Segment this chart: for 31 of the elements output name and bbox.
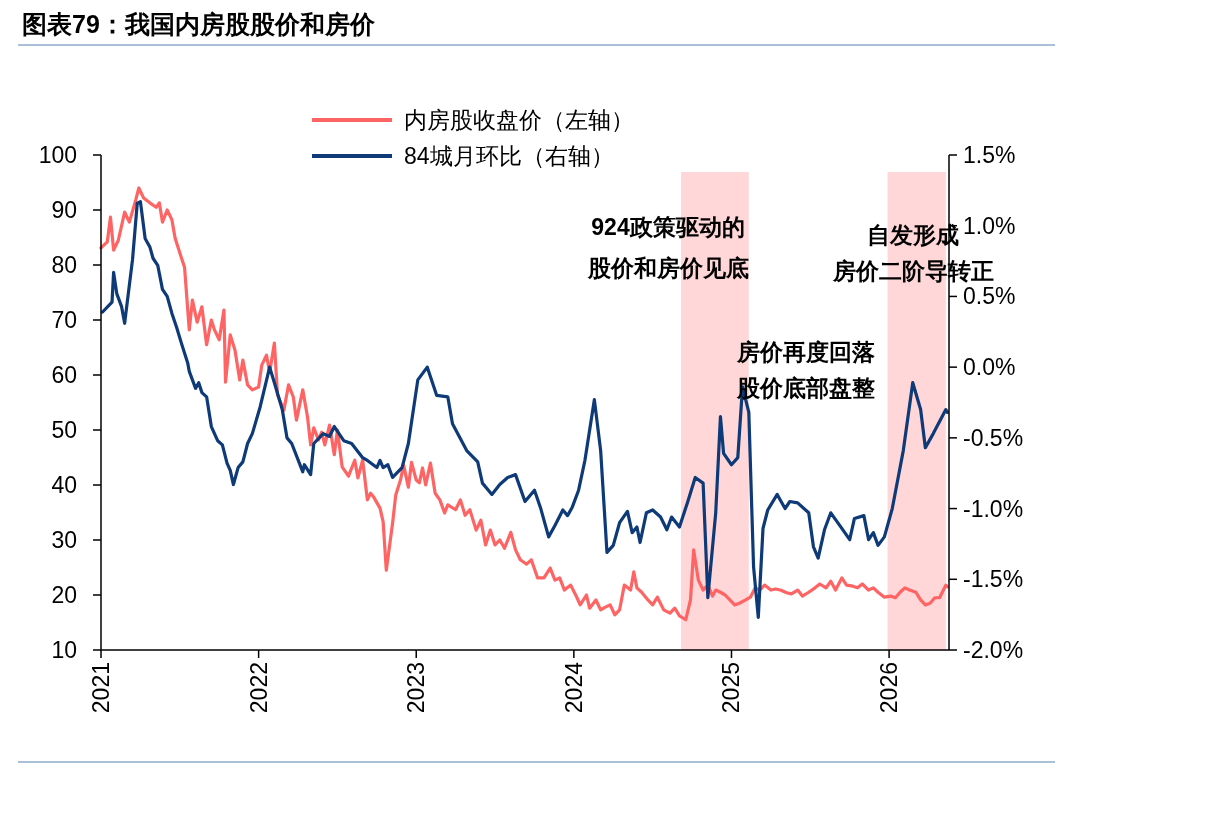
y-tick-label: 80 (51, 252, 77, 278)
y2-tick-label: 1.0% (963, 212, 1016, 239)
chart-title: 图表79：我国内房股股价和房价 (22, 10, 376, 38)
legend-label: 84城月环比（右轴） (404, 143, 614, 169)
y2-tick-label: -1.0% (963, 495, 1024, 522)
y-tick-label: 60 (51, 362, 77, 388)
x-tick-label: 2021 (88, 662, 114, 714)
y2-tick-label: -2.0% (963, 637, 1024, 663)
x-tick-label: 2023 (403, 662, 430, 714)
y-tick-label: 20 (51, 582, 77, 608)
y-tick-label: 40 (51, 472, 77, 498)
y-tick-label: 10 (51, 637, 77, 663)
y2-tick-label: 0.0% (963, 354, 1016, 381)
annotation: 房价再度回落 (736, 339, 875, 365)
y2-tick-label: -1.5% (963, 566, 1024, 593)
annotation: 股价底部盘整 (736, 375, 875, 401)
y2-tick-label: -0.5% (963, 424, 1024, 451)
legend-label: 内房股收盘价（左轴） (404, 107, 634, 133)
x-tick-label: 2024 (560, 661, 587, 714)
x-tick-label: 2025 (718, 662, 745, 714)
y-tick-label: 100 (38, 142, 77, 168)
y-tick-label: 90 (51, 197, 77, 223)
annotation: 股价和房价见底 (586, 255, 749, 281)
y-tick-label: 70 (51, 307, 77, 333)
y2-tick-label: 0.5% (963, 283, 1016, 310)
y-tick-label: 50 (51, 417, 77, 443)
annotation: 924政策驱动的 (591, 214, 745, 240)
y-tick-label: 30 (51, 527, 77, 553)
x-tick-label: 2026 (876, 662, 903, 714)
y2-tick-label: 1.5% (963, 142, 1016, 168)
x-tick-label: 2022 (245, 662, 272, 714)
